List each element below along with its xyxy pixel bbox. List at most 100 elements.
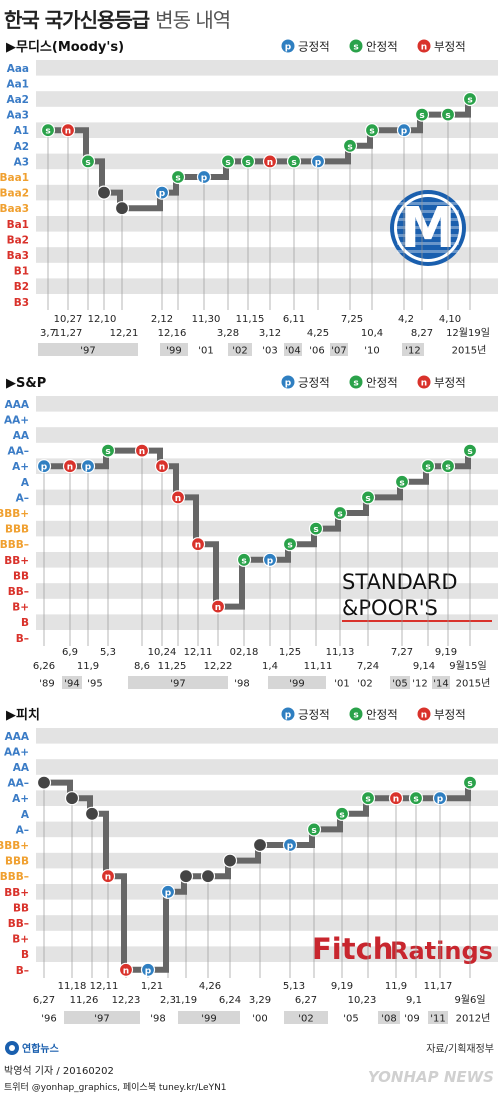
- rating-marker-letter: p: [159, 189, 166, 199]
- year-band: [432, 676, 450, 689]
- year-band: [378, 1011, 400, 1024]
- page-title: 한국 국가신용등급 변동 내역: [4, 4, 231, 33]
- date-label: 4,2: [398, 314, 414, 325]
- grade-label: AA+: [4, 414, 29, 426]
- date-label: 9,1: [406, 995, 422, 1006]
- rating-marker-s: [286, 154, 302, 169]
- date-label: 02,18: [230, 647, 259, 658]
- rating-marker-s: [282, 537, 298, 552]
- grade-label: B: [21, 617, 29, 629]
- sp-logo-line1: STANDARD: [342, 570, 458, 594]
- legend-s-label: 안정적: [366, 40, 398, 54]
- moodys-logo-stripe: [397, 226, 459, 229]
- rating-marker-letter: s: [291, 158, 296, 168]
- rating-marker-s: [394, 474, 410, 489]
- year-label: '99: [201, 1014, 216, 1025]
- year-label: '02: [232, 346, 247, 357]
- rating-marker-letter: n: [105, 873, 111, 883]
- year-band: [128, 676, 228, 689]
- rating-marker-s: [360, 490, 376, 505]
- date-label: 12,21: [110, 328, 139, 339]
- rating-marker-s: [440, 459, 456, 474]
- chart-title: ▶S&P: [6, 376, 46, 391]
- year-band: [160, 343, 188, 356]
- rating-marker-p: [396, 123, 412, 138]
- rating-marker-letter: s: [399, 478, 404, 488]
- rating-marker-n: [262, 154, 278, 169]
- grade-label: AA: [13, 762, 30, 774]
- grade-label: Aa2: [6, 94, 29, 106]
- rating-marker-s: [462, 443, 478, 458]
- rating-point: [178, 869, 194, 884]
- date-label: 9월15일: [449, 660, 487, 672]
- year-band: [284, 343, 302, 356]
- rating-marker-letter: n: [267, 158, 273, 168]
- date-label: 12,11: [184, 647, 213, 658]
- legend-n-label: 부정적: [434, 708, 466, 722]
- grade-label: A+: [12, 461, 29, 473]
- legend-n-letter: n: [421, 711, 427, 721]
- rating-marker-p: [282, 837, 298, 853]
- rating-marker-n: [118, 962, 134, 977]
- date-label: 8,6: [134, 661, 150, 672]
- grade-label: AA–: [7, 778, 29, 790]
- grade-label: BB: [13, 570, 29, 582]
- date-label: 11,26: [70, 995, 99, 1006]
- year-label: '03: [262, 346, 277, 357]
- rating-marker-letter: s: [337, 510, 342, 520]
- year-label: '99: [289, 679, 304, 690]
- grade-label: AA+: [4, 746, 29, 758]
- date-label: 7,24: [357, 661, 379, 672]
- date-label: 6,24: [219, 995, 241, 1006]
- grade-band: [36, 91, 498, 107]
- grade-band: [36, 821, 498, 838]
- moodys-panel: ▶무디스(Moody's) p 긍정적 s 안정적 n 부정적 Aaa Aa1 Aa2 Aa3 A1 A…: [0, 36, 499, 366]
- grade-band: [36, 790, 498, 806]
- moodys-logo-stripe: [397, 218, 459, 221]
- date-label: 5,13: [283, 981, 305, 992]
- rating-marker-letter: p: [401, 127, 408, 137]
- rating-point: [64, 791, 80, 806]
- grade-label: A+: [12, 793, 29, 805]
- legend-p-letter: p: [285, 43, 292, 53]
- grade-label: A3: [14, 156, 29, 168]
- grade-label: BBB: [5, 856, 29, 868]
- date-label: 7,27: [391, 647, 413, 658]
- rating-marker-letter: p: [85, 463, 92, 473]
- date-label: 10,24: [148, 647, 177, 658]
- legend-n-letter: n: [421, 43, 427, 53]
- date-label: 6,11: [283, 314, 305, 325]
- year-label: '10: [364, 346, 379, 357]
- rating-point: [200, 869, 216, 884]
- date-label: 11,18: [58, 981, 87, 992]
- date-label: 3,12: [259, 328, 281, 339]
- legend-n-icon: [417, 39, 431, 53]
- rating-marker-p: [262, 552, 278, 567]
- grade-band: [36, 427, 498, 443]
- rating-marker-letter: s: [467, 779, 472, 789]
- grade-band: [36, 216, 498, 232]
- rating-marker-p: [310, 154, 326, 169]
- chart-title: ▶무디스(Moody's): [6, 39, 124, 55]
- rating-marker-s: [360, 791, 376, 806]
- legend-n-icon: [417, 707, 431, 721]
- date-label: 10,4: [361, 328, 383, 339]
- year-label: '12: [405, 346, 420, 357]
- date-label: 12,16: [158, 328, 187, 339]
- year-label: 2015년: [456, 678, 491, 690]
- grade-label: A1: [14, 125, 29, 137]
- year-label: '96: [41, 1014, 56, 1025]
- grade-label: BBB–: [0, 871, 29, 883]
- rating-marker-s: [462, 775, 478, 790]
- moodys-logo-stripe: [397, 234, 459, 237]
- rating-marker-p: [80, 459, 96, 474]
- date-label: 11,9: [77, 661, 99, 672]
- grade-label: AAA: [5, 731, 30, 743]
- rating-marker-letter: s: [467, 447, 472, 457]
- rating-marker-letter: s: [175, 174, 180, 184]
- rating-point: [222, 853, 238, 868]
- rating-marker-s: [420, 459, 436, 474]
- rating-point: [84, 806, 100, 821]
- rating-marker-s: [408, 791, 424, 806]
- sp-panel: ▶S&P p 긍정적 s 안정적 n 부정적 AAA AA+ AA AA– A+ A A– BBB+ BBB B…: [0, 372, 499, 698]
